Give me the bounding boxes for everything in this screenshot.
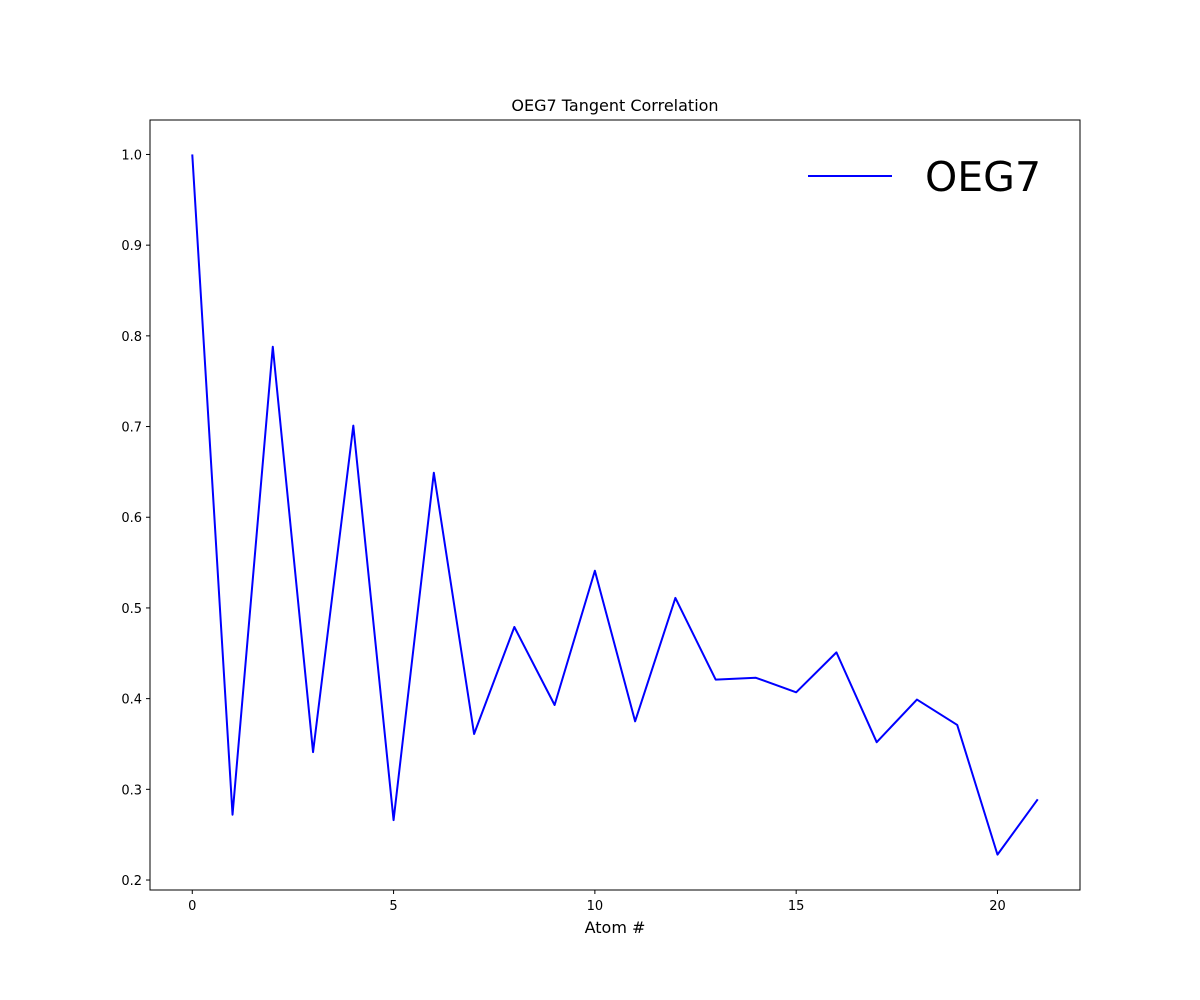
y-tick-label: 0.8: [121, 330, 142, 345]
y-tick-label: 0.7: [121, 421, 142, 436]
y-tick-label: 0.6: [121, 511, 142, 526]
y-tick-label: 0.3: [121, 783, 142, 798]
x-tick-label: 0: [188, 899, 196, 914]
series-line-OEG7: [191, 154, 1039, 856]
x-tick-label: 15: [788, 899, 805, 914]
x-tick-label: 10: [587, 899, 604, 914]
y-tick-label: 0.5: [121, 602, 142, 617]
y-tick-label: 0.2: [121, 874, 142, 889]
y-tick-label: 0.4: [121, 693, 142, 708]
axes-frame: [149, 119, 1081, 891]
plot-area: [191, 154, 1039, 856]
x-axis-label: Atom #: [585, 918, 646, 937]
y-tick-label: 1.0: [121, 148, 142, 163]
legend: OEG7: [808, 153, 1041, 201]
chart-title: OEG7 Tangent Correlation: [511, 96, 718, 115]
y-tick-label: 0.9: [121, 239, 142, 254]
x-tick-label: 5: [389, 899, 397, 914]
x-axis: 0 5 10 15 20: [188, 890, 1006, 914]
x-tick-label: 20: [989, 899, 1006, 914]
legend-label: OEG7: [925, 153, 1041, 201]
y-axis: 0.2 0.3 0.4 0.5 0.6 0.7 0.8 0.9 1.0: [121, 148, 150, 889]
